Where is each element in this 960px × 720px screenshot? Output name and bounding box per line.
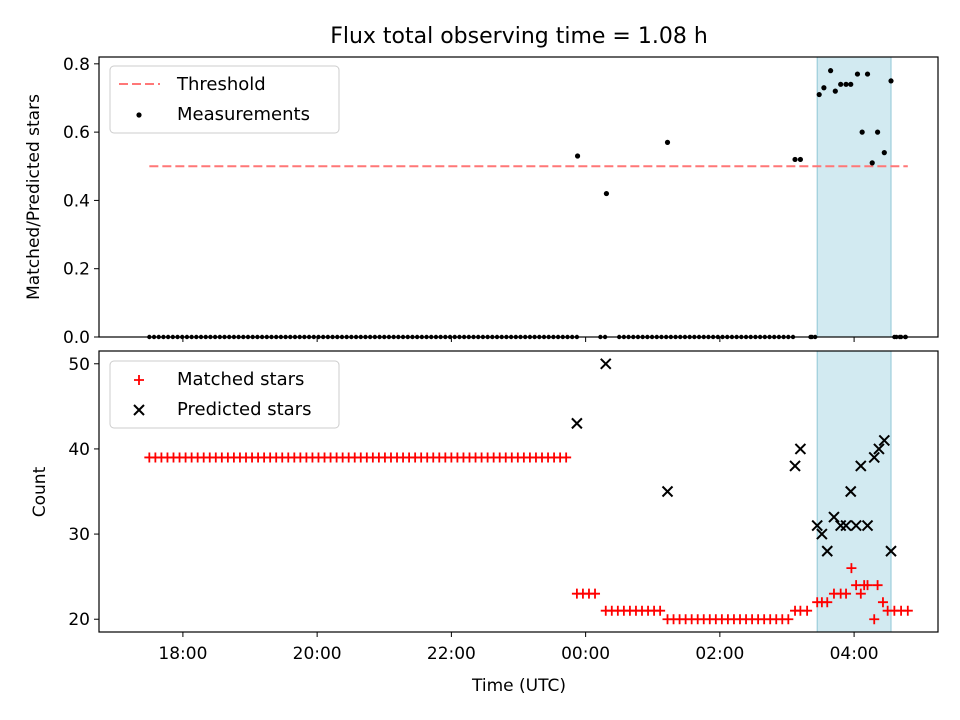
bottom-y-tick-label: 20 — [68, 610, 90, 630]
predicted-point — [845, 485, 857, 498]
matched-point — [841, 588, 852, 599]
measurement-point — [881, 150, 887, 156]
measurement-point — [848, 81, 854, 87]
top-y-tick-label: 0.0 — [63, 328, 90, 348]
predicted-point — [878, 434, 891, 447]
x-axis-label: Time (UTC) — [471, 676, 566, 696]
predicted-point — [571, 417, 583, 430]
matched-point — [855, 588, 866, 599]
predicted-point — [855, 460, 867, 472]
predicted-point — [816, 528, 828, 540]
predicted-point — [868, 451, 880, 464]
top-highlight-span — [816, 56, 892, 338]
top-y-axis-label: Matched/Predicted stars — [24, 94, 44, 300]
matched-point — [869, 614, 880, 625]
bottom-legend-box — [109, 360, 340, 429]
legend-threshold-label: Threshold — [176, 74, 266, 95]
x-tick-label: 22:00 — [427, 644, 476, 664]
measurement-point — [864, 71, 871, 77]
bottom-highlight-span — [816, 350, 892, 633]
top-x-ticks — [182, 337, 855, 342]
legend-measurements-label: Measurements — [177, 104, 310, 125]
x-tick-label: 00:00 — [561, 644, 610, 664]
predicted-point — [821, 545, 833, 557]
measurement-point — [869, 160, 875, 166]
matched-point — [877, 597, 888, 608]
matched-point — [655, 605, 666, 616]
legend-predicted-swatch — [133, 404, 145, 416]
predicted-point — [885, 545, 897, 557]
legend-matched-swatch — [134, 375, 144, 385]
x-tick-label: 04:00 — [830, 644, 879, 664]
predicted-point — [850, 519, 862, 532]
matched-point — [822, 597, 833, 608]
x-tick-label: 18:00 — [158, 644, 207, 664]
predicted-point — [600, 358, 612, 370]
measurement-point — [888, 78, 894, 84]
measurement-point — [797, 156, 804, 163]
matched-point — [872, 580, 883, 591]
bottom-y-tick-label: 40 — [68, 440, 90, 460]
legend-matched-label: Matched stars — [177, 369, 304, 390]
top-y-tick-label: 0.8 — [63, 55, 90, 75]
predicted-point — [789, 460, 801, 472]
bottom-y-axis: 20 30 40 50 — [68, 355, 99, 630]
predicted-point — [873, 443, 885, 455]
matched-point — [561, 452, 572, 463]
matched-point — [846, 563, 857, 574]
measurement-point — [843, 81, 849, 87]
bottom-x-axis: 18:00 20:00 22:00 00:00 02:00 04:00 — [158, 632, 879, 664]
top-legend-box — [109, 65, 340, 134]
predicted-point — [828, 511, 840, 523]
measurement-point — [832, 88, 838, 94]
x-tick-label: 20:00 — [293, 644, 342, 664]
bottom-y-axis-label: Count — [30, 466, 50, 517]
matched-point — [862, 580, 873, 591]
predicted-point — [661, 485, 674, 498]
legend-predicted-label: Predicted stars — [177, 399, 311, 420]
measurement-point — [821, 85, 827, 91]
legend-predicted-marker — [133, 404, 145, 416]
measurement-point — [816, 91, 822, 98]
top-legend: Threshold Measurements — [109, 65, 340, 134]
measurement-point — [838, 81, 844, 87]
measurement-point — [859, 129, 865, 135]
top-panel: 0.00.20.40.60.8 Matched/Predicted stars … — [24, 55, 939, 348]
legend-measurements-swatch — [136, 112, 142, 118]
legend-matched-marker — [134, 375, 144, 385]
measurement-point — [574, 153, 581, 159]
bottom-plot-area — [144, 358, 913, 625]
measurement-point — [603, 190, 610, 197]
measurement-point — [854, 71, 861, 77]
chart-title: Flux total observing time = 1.08 h — [330, 24, 708, 49]
matched-point — [590, 588, 601, 599]
matched-point — [802, 605, 813, 616]
matched-point — [783, 614, 794, 625]
predicted-point — [840, 519, 852, 532]
bottom-axes-frame — [98, 350, 939, 633]
measurement-point — [828, 68, 834, 74]
matched-point — [902, 605, 913, 616]
bottom-y-tick-label: 30 — [68, 525, 90, 545]
measurement-point — [664, 139, 671, 145]
top-y-tick-label: 0.2 — [63, 260, 90, 280]
predicted-point — [794, 443, 807, 455]
x-tick-label: 02:00 — [695, 644, 744, 664]
top-y-axis: 0.0 0.2 0.4 0.6 0.8 — [63, 55, 99, 348]
top-axes-frame — [98, 56, 939, 338]
measurement-point — [792, 156, 798, 163]
predicted-point — [861, 519, 874, 532]
bottom-legend: Matched stars Predicted stars — [109, 360, 340, 429]
top-y-tick-label: 0.6 — [63, 123, 90, 143]
measurement-point — [874, 129, 881, 135]
bottom-y-tick-label: 50 — [68, 355, 90, 375]
top-y-tick-label: 0.4 — [63, 191, 90, 211]
predicted-point — [811, 519, 823, 532]
